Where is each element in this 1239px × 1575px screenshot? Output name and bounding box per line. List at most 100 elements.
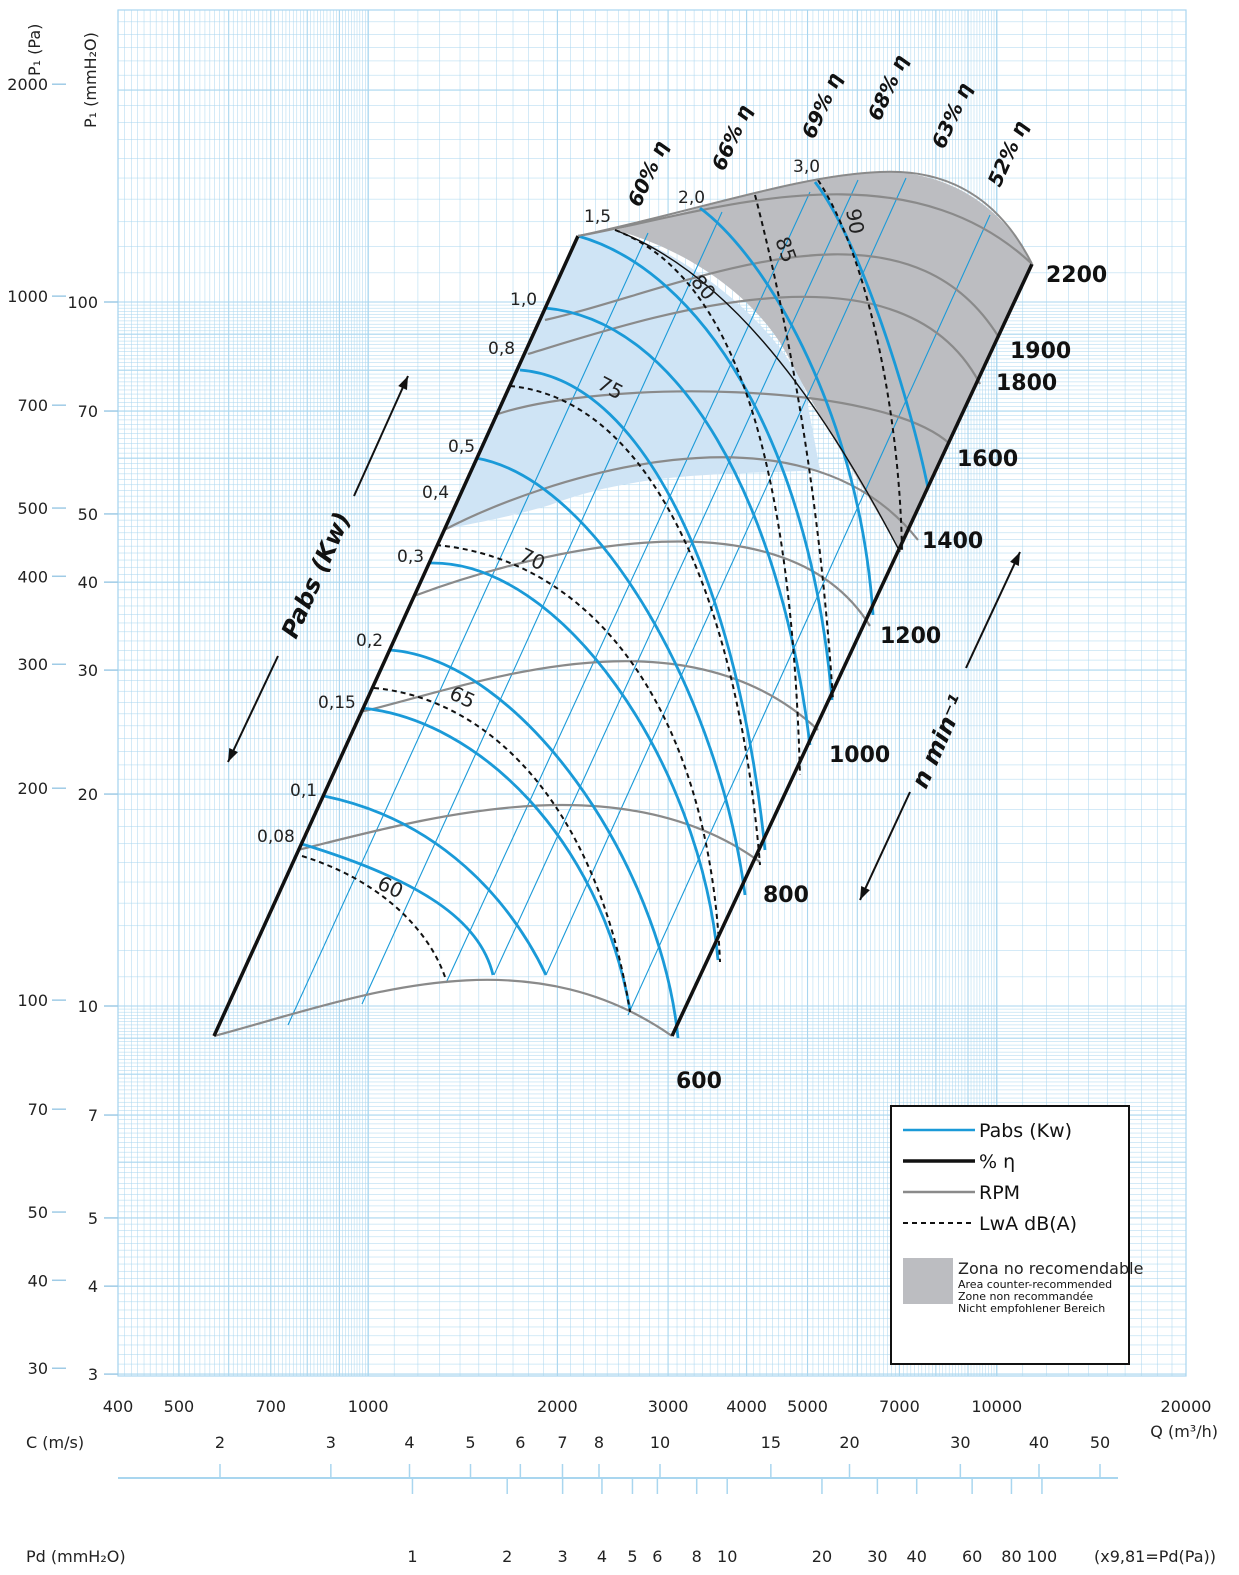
power-curve (699, 206, 875, 616)
y-pa-tick-label: 300 (17, 655, 48, 674)
power-arrow-up-head (398, 376, 408, 390)
map-axis-line (670, 263, 1034, 1037)
speed-arrow-up (965, 551, 1021, 669)
rpm-label: 1200 (880, 624, 941, 649)
power-curve (519, 368, 767, 851)
velocity-tick-label: 2 (215, 1433, 225, 1452)
thin-blue-line (287, 232, 649, 1026)
legend-zone-line: Nicht empfohlener Bereich (958, 1302, 1105, 1315)
y-pa-tick-label: 100 (17, 991, 48, 1010)
power-curve (475, 456, 747, 896)
rpm-label: 1900 (1010, 339, 1071, 364)
y-pa-tick-label: 200 (17, 779, 48, 798)
bottom-scales: C (m/s)Pd (mmH₂O)2 3 4 5 6 7 8 10 15 20 30 40 501 2 3 4… (26, 1433, 1216, 1566)
velocity-tick-label: 10 (650, 1433, 670, 1452)
power-curve (429, 561, 720, 961)
legend-box (890, 1105, 1130, 1365)
thin-blue-line (545, 177, 907, 976)
x-tick-label: 1000 (348, 1397, 389, 1416)
power-label: 0,4 (422, 483, 449, 503)
rpm-curve (213, 978, 673, 1038)
legend-zone-swatch (903, 1258, 953, 1304)
rpm-curve (577, 193, 1033, 265)
y-mm-tick-label: 7 (88, 1106, 98, 1125)
rpm-label: 1400 (922, 529, 983, 554)
velocity-scale-label: C (m/s) (26, 1433, 84, 1452)
pressure-tick-label: 40 (907, 1547, 927, 1566)
power-arrow-down-head (228, 748, 238, 762)
top-boundary (577, 170, 1033, 265)
power-curve (361, 706, 632, 1011)
pressure-tick-label: 8 (692, 1547, 702, 1566)
velocity-tick-label: 6 (515, 1433, 525, 1452)
y-pa-axis-label: P₁ (Pa) (25, 24, 44, 76)
y-pa-tick-label: 400 (17, 567, 48, 586)
rpm-label: 1600 (957, 447, 1018, 472)
y-pa-tick-label: 30 (28, 1359, 48, 1378)
pressure-tick-label: 6 (652, 1547, 662, 1566)
y-mm-tick-label: 100 (67, 293, 98, 312)
power-label: 0,2 (356, 631, 383, 651)
y-mm-tick-label: 5 (88, 1209, 98, 1228)
rpm-label: 1000 (829, 743, 890, 768)
y-mm-tick-label: 50 (78, 505, 98, 524)
speed-arrow-up-head (1010, 552, 1020, 566)
y-pa-tick-label: 500 (17, 499, 48, 518)
y-mm-tick-label: 4 (88, 1277, 98, 1296)
y-mm-axis-label: P₁ (mmH₂O) (81, 32, 100, 128)
pressure-scale-note: (x9,81=Pd(Pa)) (1094, 1547, 1216, 1566)
velocity-tick-label: 8 (594, 1433, 604, 1452)
y-pa-tick-label: 40 (28, 1271, 48, 1290)
power-label: 2,0 (678, 188, 705, 208)
pressure-tick-label: 2 (502, 1547, 512, 1566)
rpm-curve (443, 456, 919, 541)
power-label: 0,15 (318, 693, 356, 713)
x-tick-label: 7000 (879, 1397, 920, 1416)
sound-curve (614, 229, 801, 776)
power-label: 0,3 (397, 547, 424, 567)
legend-zone-line: Zone non recommandée (958, 1290, 1093, 1303)
power-label: 3,0 (793, 157, 820, 177)
pressure-tick-label: 10 (717, 1547, 737, 1566)
rpm-curve (359, 660, 819, 731)
legend-zone-title: Zona no recomendable (958, 1259, 1143, 1278)
y-mm-tick-label: 10 (78, 997, 98, 1016)
sound-curve (435, 544, 721, 963)
legend-label: % η (979, 1151, 1015, 1173)
pressure-tick-label: 80 (1001, 1547, 1021, 1566)
power-curve (577, 234, 834, 701)
curves (212, 170, 1034, 1039)
y-pa-tick-label: 1000 (7, 287, 48, 306)
pressure-tick-label: 100 (1027, 1547, 1058, 1566)
rpm-label: 800 (763, 883, 809, 908)
legend: Pabs (Kw) % η RPM LwA dB(A) Zona no recomend… (890, 1105, 1143, 1365)
power-label: 0,08 (257, 827, 295, 847)
x-tick-label: 4000 (726, 1397, 767, 1416)
velocity-tick-label: 5 (465, 1433, 475, 1452)
x-tick-label: 400 (103, 1397, 134, 1416)
x-axis-label: Q (m³/h) (1150, 1422, 1218, 1441)
x-tick-label: 20000 (1161, 1397, 1212, 1416)
y-pa-tick-label: 2000 (7, 75, 48, 94)
velocity-tick-label: 40 (1029, 1433, 1049, 1452)
legend-label: LwA dB(A) (979, 1213, 1077, 1235)
y-mm-tick-label: 30 (78, 661, 98, 680)
axes: 400 500 700 1000 2000 3000 4000 5000 7000 10000 20… (7, 24, 1218, 1441)
y-mm-tick-label: 3 (88, 1365, 98, 1384)
power-label: 1,5 (584, 207, 611, 227)
speed-arrow-down (859, 791, 911, 901)
y-mm-tick-label: 70 (78, 402, 98, 421)
legend-label: RPM (979, 1182, 1020, 1204)
speed-arrow-down-head (860, 886, 870, 900)
legend-zone-line: Area counter-recommended (958, 1278, 1112, 1291)
x-tick-label: 2000 (537, 1397, 578, 1416)
rpm-label: 600 (676, 1069, 722, 1094)
pressure-tick-label: 30 (867, 1547, 887, 1566)
pressure-tick-label: 20 (812, 1547, 832, 1566)
map-axis-line (212, 235, 580, 1037)
power-label: 0,8 (488, 339, 515, 359)
x-tick-label: 500 (164, 1397, 195, 1416)
power-label: 1,0 (510, 290, 537, 310)
y-mm-tick-label: 20 (78, 785, 98, 804)
